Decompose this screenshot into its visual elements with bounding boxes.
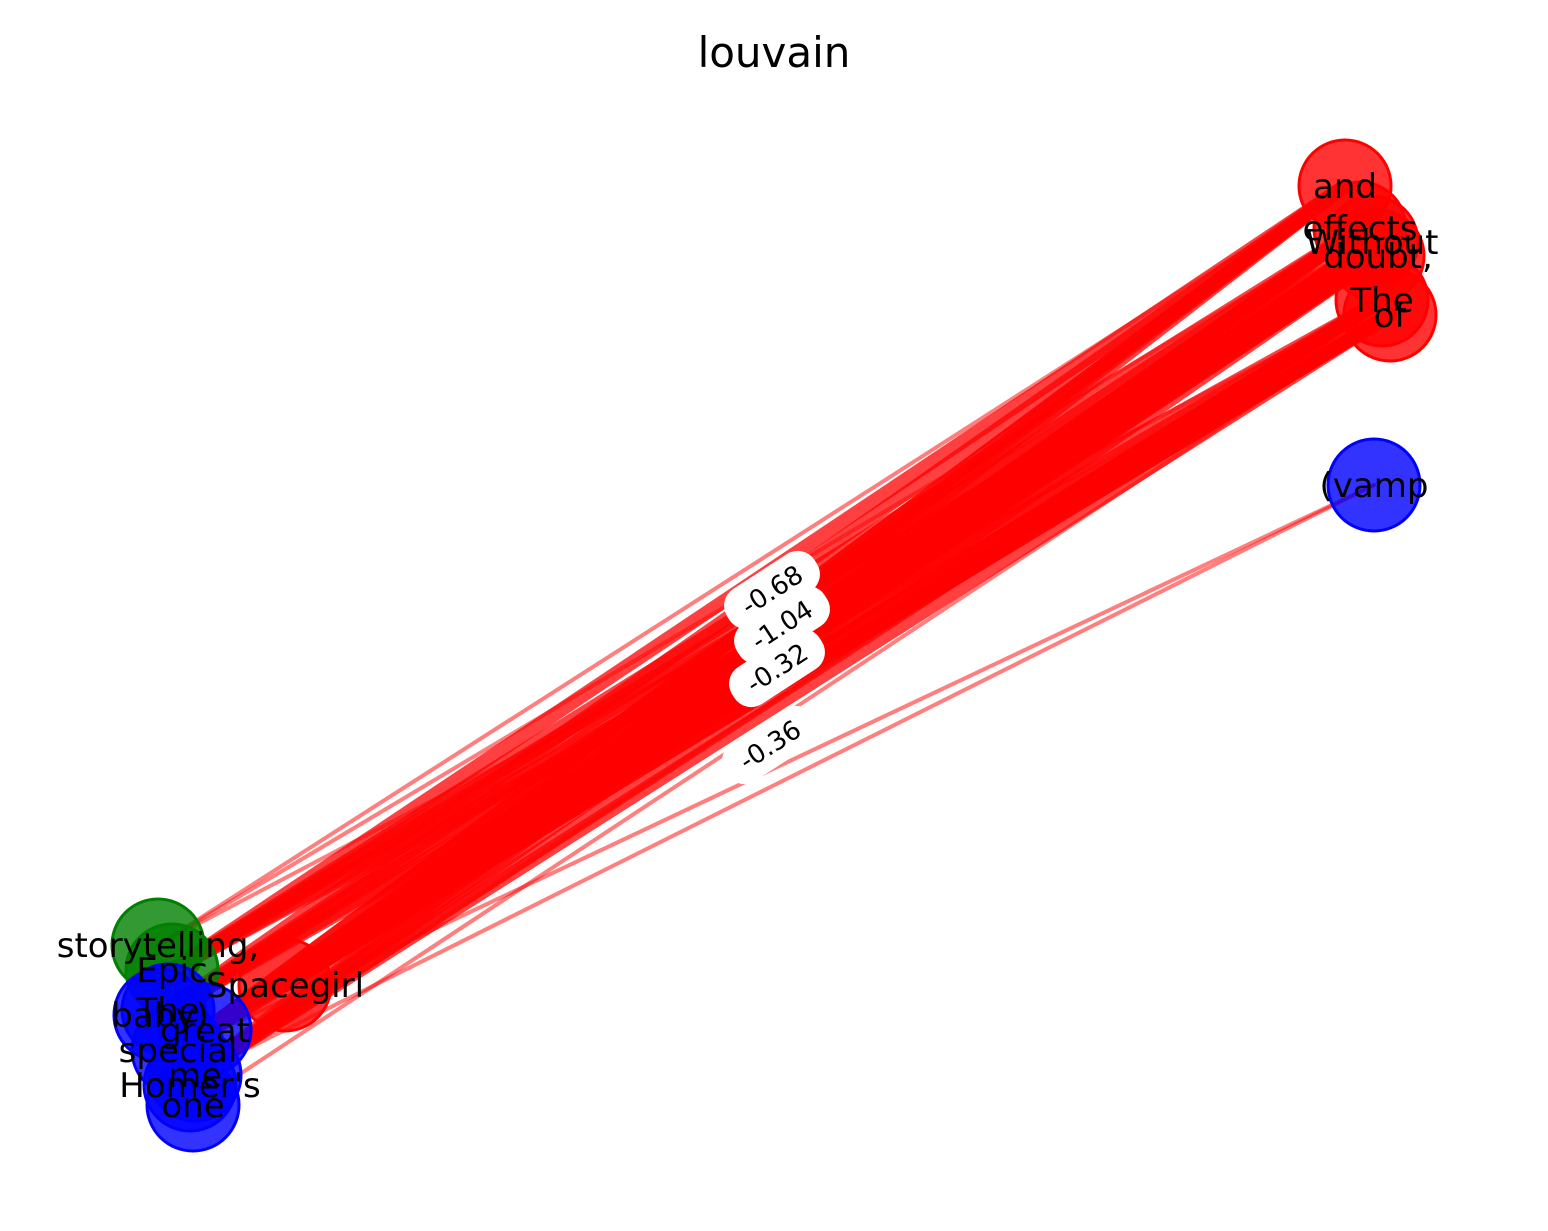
nodes-layer bbox=[110, 138, 1438, 1153]
edge-label-bg bbox=[722, 705, 818, 785]
edge-Homer-The bbox=[188, 298, 1384, 1087]
graph-title: louvain bbox=[698, 28, 851, 77]
node-label-Epic: Epic bbox=[136, 951, 207, 991]
node-label-of: of bbox=[1374, 296, 1408, 336]
node-Spacegirl[interactable] bbox=[237, 937, 333, 1033]
node-of[interactable] bbox=[1342, 267, 1438, 363]
node-label-Without: Without bbox=[1306, 223, 1439, 263]
edge-storytelling-and bbox=[156, 184, 1347, 947]
node-label-storytelling: storytelling, bbox=[57, 926, 259, 966]
edge-special-vamp bbox=[176, 483, 1376, 1052]
node-label-The2: The bbox=[135, 991, 199, 1031]
edge-labels-layer: -0.68-1.04-0.32-0.36 bbox=[722, 550, 830, 785]
node-label-vamp: (vamp bbox=[1320, 466, 1429, 506]
node-label-Homer: Homer's bbox=[119, 1066, 260, 1106]
node-labels-layer: andeffectsWithoutdoubt,Theof(vampstoryte… bbox=[57, 167, 1439, 1126]
edge-label-bg bbox=[729, 628, 825, 708]
node-one[interactable] bbox=[145, 1057, 241, 1153]
node-label-and: and bbox=[1313, 167, 1377, 207]
node-label-baby: baby) bbox=[111, 996, 208, 1036]
node-label-effects: effects bbox=[1303, 209, 1418, 249]
edge-label-bg bbox=[734, 585, 830, 665]
edge-me-of bbox=[188, 308, 1397, 1082]
node-label-great: great bbox=[160, 1011, 250, 1051]
node-label-The: The bbox=[1349, 281, 1413, 321]
edge-label-bg bbox=[724, 550, 820, 630]
node-label-doubt: doubt, bbox=[1323, 237, 1433, 277]
node-label-me: me bbox=[168, 1056, 222, 1096]
node-vamp[interactable] bbox=[1326, 437, 1422, 533]
node-label-special: special bbox=[119, 1031, 238, 1071]
node-label-one: one bbox=[161, 1086, 224, 1126]
edge-me-vamp bbox=[193, 483, 1376, 1077]
node-label-Spacegirl: Spacegirl bbox=[206, 966, 364, 1006]
